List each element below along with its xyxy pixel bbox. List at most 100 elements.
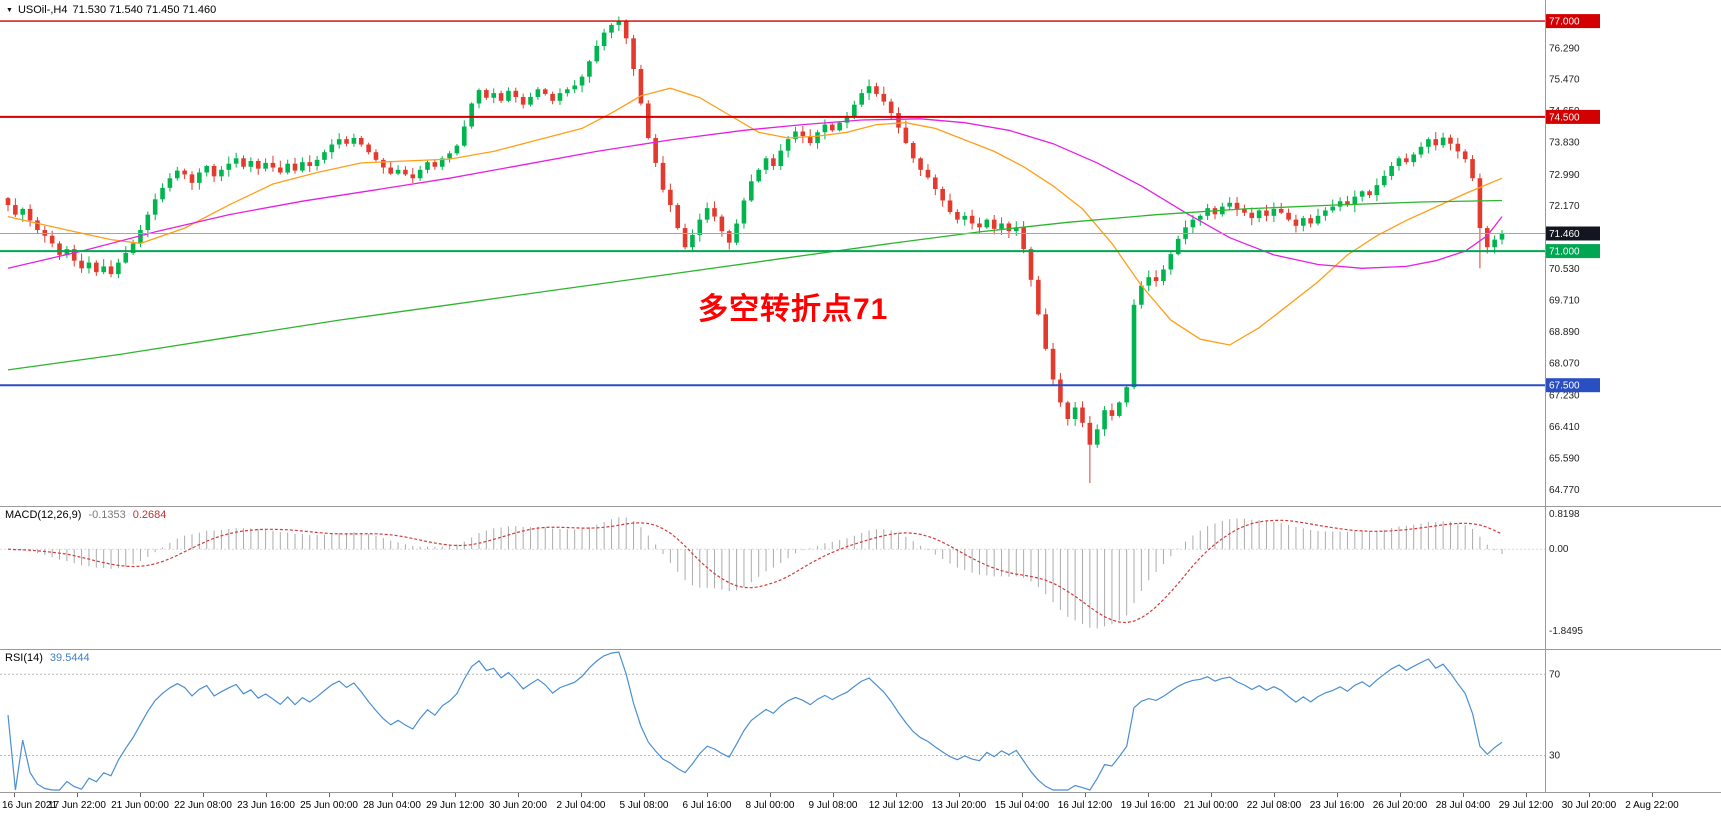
time-axis-tick bbox=[707, 793, 708, 797]
time-axis-tick bbox=[1526, 793, 1527, 797]
time-axis-tick bbox=[392, 793, 393, 797]
time-axis-label: 22 Jul 08:00 bbox=[1246, 800, 1302, 811]
svg-text:68.070: 68.070 bbox=[1549, 358, 1580, 369]
time-axis-tick bbox=[518, 793, 519, 797]
rsi-value: 39.5444 bbox=[49, 652, 90, 664]
time-axis-tick bbox=[1463, 793, 1464, 797]
time-axis-label: 22 Jun 08:00 bbox=[174, 800, 232, 811]
symbol-info: ▼ USOil-,H4 71.530 71.540 71.450 71.460 bbox=[6, 4, 216, 16]
svg-text:65.590: 65.590 bbox=[1549, 453, 1580, 464]
svg-text:72.170: 72.170 bbox=[1549, 201, 1580, 212]
main-chart-canvas[interactable]: 76.29075.47074.65073.83072.99072.17070.5… bbox=[0, 0, 1721, 506]
panel-separator[interactable] bbox=[0, 649, 1721, 650]
time-axis-tick bbox=[770, 793, 771, 797]
time-axis-label: 12 Jul 12:00 bbox=[868, 800, 924, 811]
rsi-panel: 70 30 RSI(14) 39.5444 bbox=[0, 650, 1721, 792]
time-axis-tick bbox=[77, 793, 78, 797]
time-axis-tick bbox=[266, 793, 267, 797]
time-axis-tick bbox=[1022, 793, 1023, 797]
svg-text:67.500: 67.500 bbox=[1549, 381, 1580, 392]
rsi-canvas[interactable]: 70 30 bbox=[0, 650, 1721, 792]
svg-text:66.410: 66.410 bbox=[1549, 422, 1580, 433]
svg-text:74.500: 74.500 bbox=[1549, 112, 1580, 123]
rsi-params: RSI(14) bbox=[5, 652, 43, 664]
time-axis-tick bbox=[1337, 793, 1338, 797]
time-axis-label: 19 Jul 16:00 bbox=[1120, 800, 1176, 811]
time-axis-label: 26 Jul 20:00 bbox=[1372, 800, 1428, 811]
time-axis-tick bbox=[1274, 793, 1275, 797]
time-axis-tick bbox=[1211, 793, 1212, 797]
rsi-label: RSI(14) 39.5444 bbox=[5, 652, 90, 664]
svg-text:67.230: 67.230 bbox=[1549, 391, 1580, 402]
time-axis-label: 16 Jun 2021 bbox=[2, 800, 58, 811]
time-axis-tick bbox=[14, 793, 15, 797]
time-axis-label: 21 Jul 00:00 bbox=[1183, 800, 1239, 811]
time-axis-tick bbox=[959, 793, 960, 797]
time-axis-label: 6 Jul 16:00 bbox=[682, 800, 732, 811]
annotation-text: 多空转折点71 bbox=[698, 293, 889, 326]
time-axis-label: 2 Aug 22:00 bbox=[1625, 800, 1679, 811]
time-axis[interactable]: 16 Jun 2021 17 Jun 22:00 21 Jun 00:00 22 Ju… bbox=[0, 793, 1721, 823]
time-axis-label: 28 Jun 04:00 bbox=[363, 800, 421, 811]
time-axis-label: 9 Jul 08:00 bbox=[808, 800, 858, 811]
time-axis-label: 29 Jun 12:00 bbox=[426, 800, 484, 811]
time-axis-label: 30 Jul 20:00 bbox=[1561, 800, 1617, 811]
time-axis-tick bbox=[1652, 793, 1653, 797]
time-axis-label: 28 Jul 04:00 bbox=[1435, 800, 1491, 811]
macd-params: MACD(12,26,9) bbox=[5, 509, 82, 521]
time-axis-label: 21 Jun 00:00 bbox=[111, 800, 169, 811]
time-axis-tick bbox=[1400, 793, 1401, 797]
svg-text:70.530: 70.530 bbox=[1549, 264, 1580, 275]
svg-text:30: 30 bbox=[1549, 751, 1561, 762]
svg-text:71.000: 71.000 bbox=[1549, 247, 1580, 258]
panel-separator[interactable] bbox=[0, 506, 1721, 507]
svg-text:-1.8495: -1.8495 bbox=[1549, 626, 1583, 637]
time-axis-label: 2 Jul 04:00 bbox=[556, 800, 606, 811]
time-axis-label: 29 Jul 12:00 bbox=[1498, 800, 1554, 811]
time-axis-tick bbox=[203, 793, 204, 797]
svg-text:70: 70 bbox=[1549, 669, 1561, 680]
time-axis-label: 23 Jun 16:00 bbox=[237, 800, 295, 811]
time-axis-tick bbox=[581, 793, 582, 797]
svg-text:77.000: 77.000 bbox=[1549, 17, 1580, 28]
time-axis-label: 23 Jul 16:00 bbox=[1309, 800, 1365, 811]
symbol-timeframe-label: USOil-,H4 bbox=[17, 4, 68, 16]
main-chart-panel: 76.29075.47074.65073.83072.99072.17070.5… bbox=[0, 0, 1721, 506]
svg-text:0.00: 0.00 bbox=[1549, 544, 1569, 555]
symbol-ohlc-values: 71.530 71.540 71.450 71.460 bbox=[72, 4, 217, 16]
time-axis-tick bbox=[140, 793, 141, 797]
time-axis-label: 16 Jul 12:00 bbox=[1057, 800, 1113, 811]
macd-canvas[interactable]: 0.8198 0.00 -1.8495 bbox=[0, 507, 1721, 649]
svg-text:68.890: 68.890 bbox=[1549, 327, 1580, 338]
time-axis-tick bbox=[1589, 793, 1590, 797]
time-axis-label: 30 Jun 20:00 bbox=[489, 800, 547, 811]
time-axis-label: 17 Jun 22:00 bbox=[48, 800, 106, 811]
panel-separator[interactable] bbox=[0, 792, 1721, 793]
svg-text:75.470: 75.470 bbox=[1549, 75, 1580, 86]
time-axis-label: 13 Jul 20:00 bbox=[931, 800, 987, 811]
time-axis-tick bbox=[455, 793, 456, 797]
time-axis-tick bbox=[644, 793, 645, 797]
svg-text:0.8198: 0.8198 bbox=[1549, 509, 1580, 520]
svg-text:64.770: 64.770 bbox=[1549, 485, 1580, 496]
svg-text:69.710: 69.710 bbox=[1549, 296, 1580, 307]
dropdown-triangle-icon[interactable]: ▼ bbox=[6, 6, 13, 14]
time-axis-tick bbox=[833, 793, 834, 797]
time-axis-tick bbox=[1148, 793, 1149, 797]
macd-label: MACD(12,26,9) -0.1353 0.2684 bbox=[5, 509, 166, 521]
time-axis-tick bbox=[1085, 793, 1086, 797]
macd-panel: 0.8198 0.00 -1.8495 MACD(12,26,9) -0.1353 … bbox=[0, 507, 1721, 649]
svg-text:73.830: 73.830 bbox=[1549, 138, 1580, 149]
macd-main-value: -0.1353 bbox=[88, 509, 126, 521]
svg-text:72.990: 72.990 bbox=[1549, 170, 1580, 181]
macd-signal-value: 0.2684 bbox=[132, 509, 167, 521]
time-axis-tick bbox=[329, 793, 330, 797]
time-axis-label: 5 Jul 08:00 bbox=[619, 800, 669, 811]
svg-text:71.460: 71.460 bbox=[1549, 229, 1580, 240]
time-axis-label: 25 Jun 00:00 bbox=[300, 800, 358, 811]
svg-text:76.290: 76.290 bbox=[1549, 43, 1580, 54]
time-axis-tick bbox=[896, 793, 897, 797]
time-axis-label: 8 Jul 00:00 bbox=[745, 800, 795, 811]
time-axis-label: 15 Jul 04:00 bbox=[994, 800, 1050, 811]
